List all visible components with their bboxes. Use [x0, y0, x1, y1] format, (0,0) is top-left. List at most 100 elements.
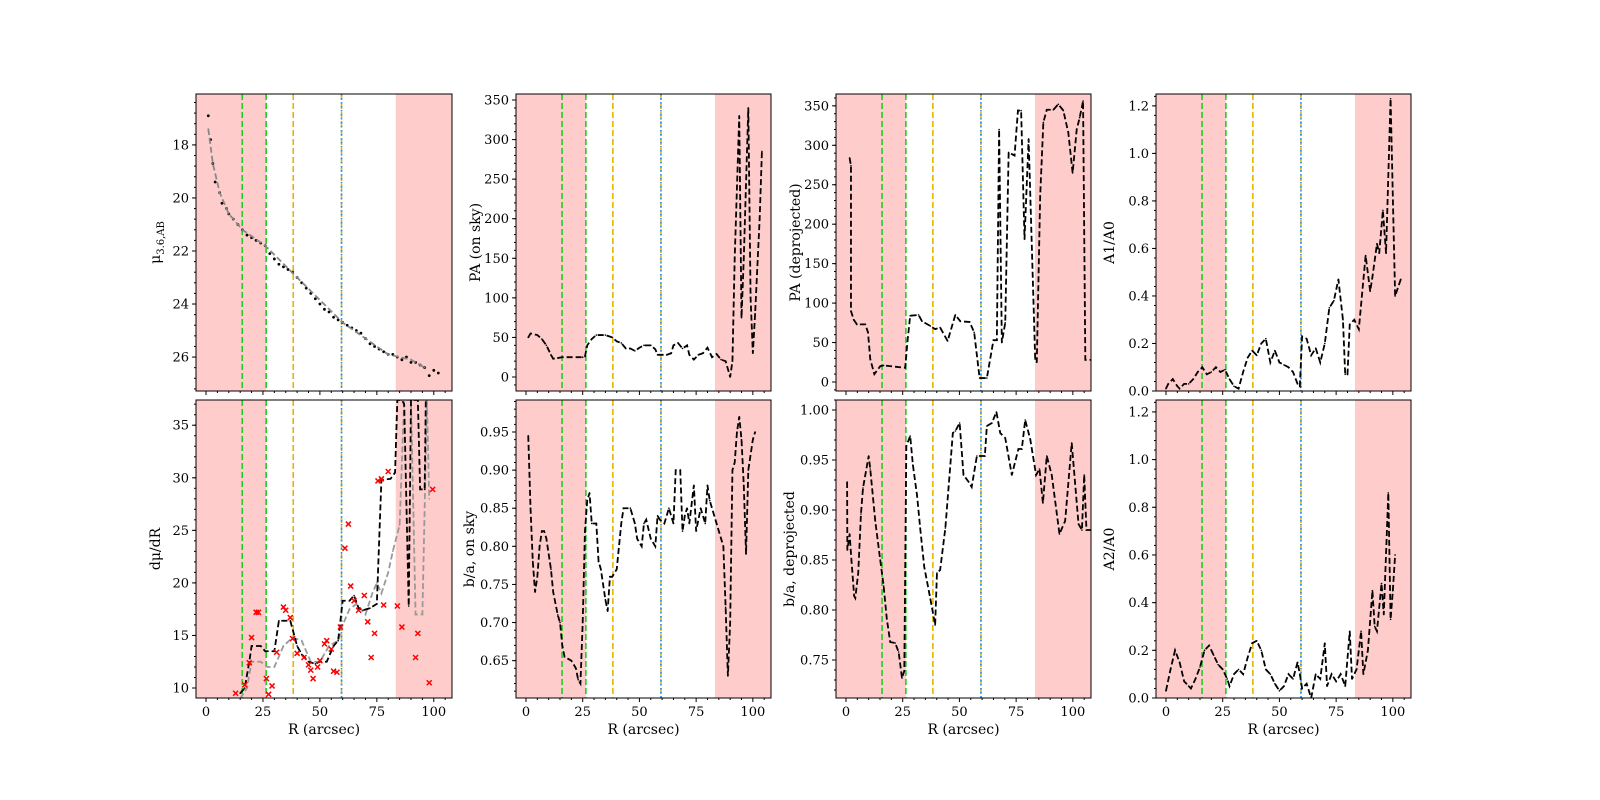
data-point	[886, 618, 888, 620]
data-point	[606, 610, 609, 612]
data-point	[634, 522, 636, 525]
x-tick-label: 25	[574, 705, 591, 720]
data-point	[1330, 673, 1333, 675]
data-point	[1274, 682, 1276, 685]
data-point	[345, 323, 349, 327]
data-point	[559, 621, 561, 624]
data-point	[733, 461, 736, 464]
data-point	[207, 128, 210, 130]
x-tick-label: 50	[631, 705, 648, 720]
data-point	[272, 257, 276, 261]
data-point	[970, 486, 973, 488]
x-tick-label: 25	[1214, 705, 1231, 720]
data-point	[423, 366, 426, 369]
y-tick-label: 18	[172, 138, 189, 153]
y-axis-label: A1/A0	[1102, 221, 1118, 265]
data-point	[706, 484, 709, 487]
data-point	[952, 432, 954, 434]
x-axis-label: R (arcsec)	[927, 722, 999, 738]
data-point	[702, 352, 704, 355]
data-point	[1075, 128, 1078, 131]
data-point	[1376, 630, 1378, 633]
data-point	[1389, 97, 1392, 100]
panel-dmudr: 0 25 50 75 100 R (arcsec) 10 15 20 25 30 35 dμ/dR	[148, 399, 453, 738]
data-cross	[248, 634, 255, 641]
data-point	[609, 576, 611, 578]
data-point	[638, 346, 641, 349]
data-cross	[429, 486, 436, 493]
axes-frame	[835, 93, 1092, 392]
y-tick-label: 0.85	[480, 502, 509, 517]
data-point	[697, 354, 700, 356]
data-point	[369, 607, 371, 609]
data-point	[996, 339, 998, 341]
data-point	[1337, 278, 1340, 281]
data-point	[640, 545, 643, 548]
data-point	[754, 312, 756, 315]
data-point	[929, 325, 932, 327]
x-tick-label: 0	[202, 705, 210, 720]
data-point	[536, 576, 539, 578]
data-point	[848, 157, 851, 159]
data-point	[1070, 442, 1073, 444]
data-point	[986, 377, 988, 379]
data-point	[1292, 371, 1294, 373]
data-point	[600, 568, 602, 570]
data-point	[1052, 108, 1055, 111]
data-point	[1299, 385, 1301, 388]
y-tick-label: 30	[172, 471, 189, 486]
data-point	[688, 354, 691, 356]
data-point	[615, 568, 618, 570]
data-point	[597, 560, 600, 563]
data-cross	[323, 637, 330, 644]
axes-frame	[195, 93, 453, 392]
data-point	[556, 357, 559, 359]
data-point	[348, 608, 351, 610]
data-point	[584, 355, 586, 358]
data-point	[611, 576, 613, 578]
data-point	[1058, 533, 1061, 535]
data-point	[1176, 385, 1179, 388]
data-cross	[361, 592, 368, 599]
data-point	[853, 595, 855, 597]
data-point	[634, 350, 636, 352]
data-point	[1001, 341, 1003, 344]
data-point	[867, 455, 870, 457]
data-point	[1305, 682, 1308, 685]
data-point	[1283, 685, 1285, 687]
data-point	[545, 537, 548, 540]
y-tick-label: 0	[501, 370, 509, 385]
data-point	[1242, 371, 1244, 373]
panel-a1a0: 0.0 0.2 0.4 0.6 0.8 1.0 1.2 A1/A0	[1102, 93, 1412, 400]
data-point	[241, 228, 244, 231]
data-point	[909, 314, 911, 317]
y-tick-label: 22	[172, 244, 189, 259]
data-point	[668, 507, 670, 510]
data-point	[645, 518, 648, 521]
data-point	[586, 499, 589, 502]
data-point	[563, 656, 566, 658]
data-point	[561, 356, 564, 359]
data-point	[1246, 356, 1249, 359]
y-tick-label: 350	[804, 99, 829, 114]
data-point	[1246, 656, 1249, 659]
data-point	[713, 515, 716, 517]
y-tick-label: 1.0	[1128, 147, 1149, 162]
data-point	[752, 438, 754, 441]
data-cross	[273, 649, 280, 656]
x-tick-label: 100	[1380, 705, 1405, 720]
axes-frame	[1155, 93, 1412, 392]
data-point	[1299, 673, 1301, 675]
data-point	[850, 165, 852, 167]
data-point	[561, 644, 564, 647]
data-point	[867, 331, 869, 334]
data-point	[998, 128, 1000, 131]
data-point	[1394, 554, 1396, 556]
data-point	[727, 675, 729, 677]
data-point	[1085, 529, 1088, 531]
data-point	[901, 677, 903, 679]
data-point	[362, 609, 364, 612]
data-point	[227, 213, 230, 215]
data-point	[921, 320, 923, 323]
data-point	[1035, 361, 1038, 364]
